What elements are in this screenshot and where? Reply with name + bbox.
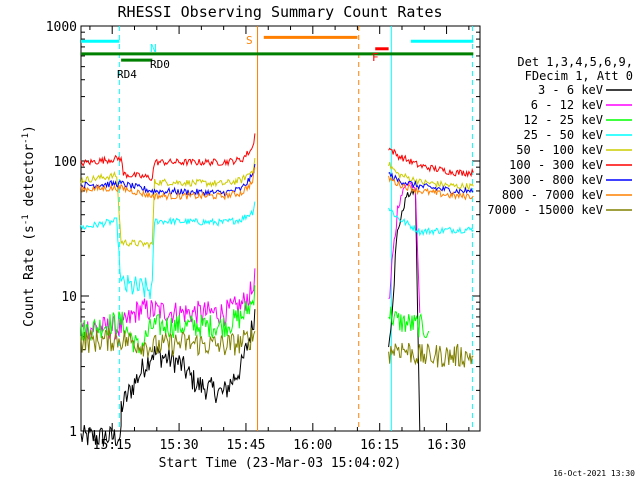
series-7000-15000-kevkev-line xyxy=(388,342,474,368)
legend-label: 100 - 300 keV xyxy=(509,158,603,172)
y-axis-label-main: Count Rate (s xyxy=(22,225,37,327)
series-800-7000-kevkev-line xyxy=(388,175,474,201)
y-axis-label-end: ) xyxy=(22,125,37,133)
series-3-6-kevkev-line xyxy=(80,309,256,447)
y-axis-label-sup2: -1 xyxy=(21,133,31,144)
chart-title: RHESSI Observing Summary Count Rates xyxy=(117,3,442,21)
series-800-7000-kevkev-line xyxy=(80,167,256,201)
y-tick-label: 1 xyxy=(69,425,77,440)
y-axis-label-mid: detector xyxy=(22,144,37,215)
plot-frame xyxy=(80,25,481,432)
series-3-6-kevkev-line xyxy=(388,187,421,432)
legend-label: 300 - 800 keV xyxy=(509,173,603,187)
state-label: F xyxy=(372,51,379,64)
legend-label: 50 - 100 keV xyxy=(516,143,603,157)
state-label: RD4 xyxy=(117,68,137,81)
legend-label: 25 - 50 keV xyxy=(524,128,603,142)
x-tick-label: 15:15 xyxy=(93,438,132,453)
series-100-300-kevkev-line xyxy=(80,133,256,181)
series-12-25-kevkev-line xyxy=(80,285,256,355)
series-25-50-kevkev-line xyxy=(80,201,256,299)
legend-label: 6 - 12 keV xyxy=(531,98,603,112)
state-label: N xyxy=(150,42,157,55)
y-tick-label: 100 xyxy=(54,155,77,170)
series-50-100-kevkev-line xyxy=(80,158,256,250)
series-12-25-kevkev-line xyxy=(388,306,430,339)
x-axis-label: Start Time (23-Mar-03 15:04:02) xyxy=(159,456,402,471)
legend-label: 3 - 6 keV xyxy=(538,83,603,97)
y-axis-label: Count Rate (s-1 detector-1) xyxy=(21,125,37,327)
state-label: RD0 xyxy=(150,58,170,71)
legend-label: 12 - 25 keV xyxy=(524,113,603,127)
x-tick-label: 16:15 xyxy=(360,438,399,453)
legend-label: 7000 - 15000 keV xyxy=(487,203,603,217)
state-label: S xyxy=(246,34,253,47)
x-tick-label: 16:30 xyxy=(427,438,466,453)
series-25-50-kevkev-line xyxy=(388,207,474,237)
y-axis-label-sup1: -1 xyxy=(21,214,31,225)
x-tick-label: 15:45 xyxy=(226,438,265,453)
x-tick-label: 16:00 xyxy=(293,438,332,453)
series-50-100-kevkev-line xyxy=(388,161,474,191)
footer-timestamp: 16-Oct-2021 13:30 xyxy=(553,469,635,478)
y-tick-label: 10 xyxy=(61,290,77,305)
series-7000-15000-kevkev-line xyxy=(80,327,256,358)
y-tick-label: 1000 xyxy=(46,20,77,35)
legend-header-line-1: Det 1,3,4,5,6,9, xyxy=(517,55,633,69)
series-100-300-kevkev-line xyxy=(388,147,474,178)
legend-label: 800 - 7000 keV xyxy=(502,188,603,202)
x-tick-label: 15:30 xyxy=(160,438,199,453)
series-6-12-kevkev-line xyxy=(388,181,421,313)
legend-header-line-2: FDecim 1, Att 0 xyxy=(525,69,633,83)
plot-area: 1 10 100 1000 15:15 15:30 15:45 16:00 16:15 16:30… xyxy=(46,20,481,453)
series-300-800-kevkev-line xyxy=(388,172,474,195)
